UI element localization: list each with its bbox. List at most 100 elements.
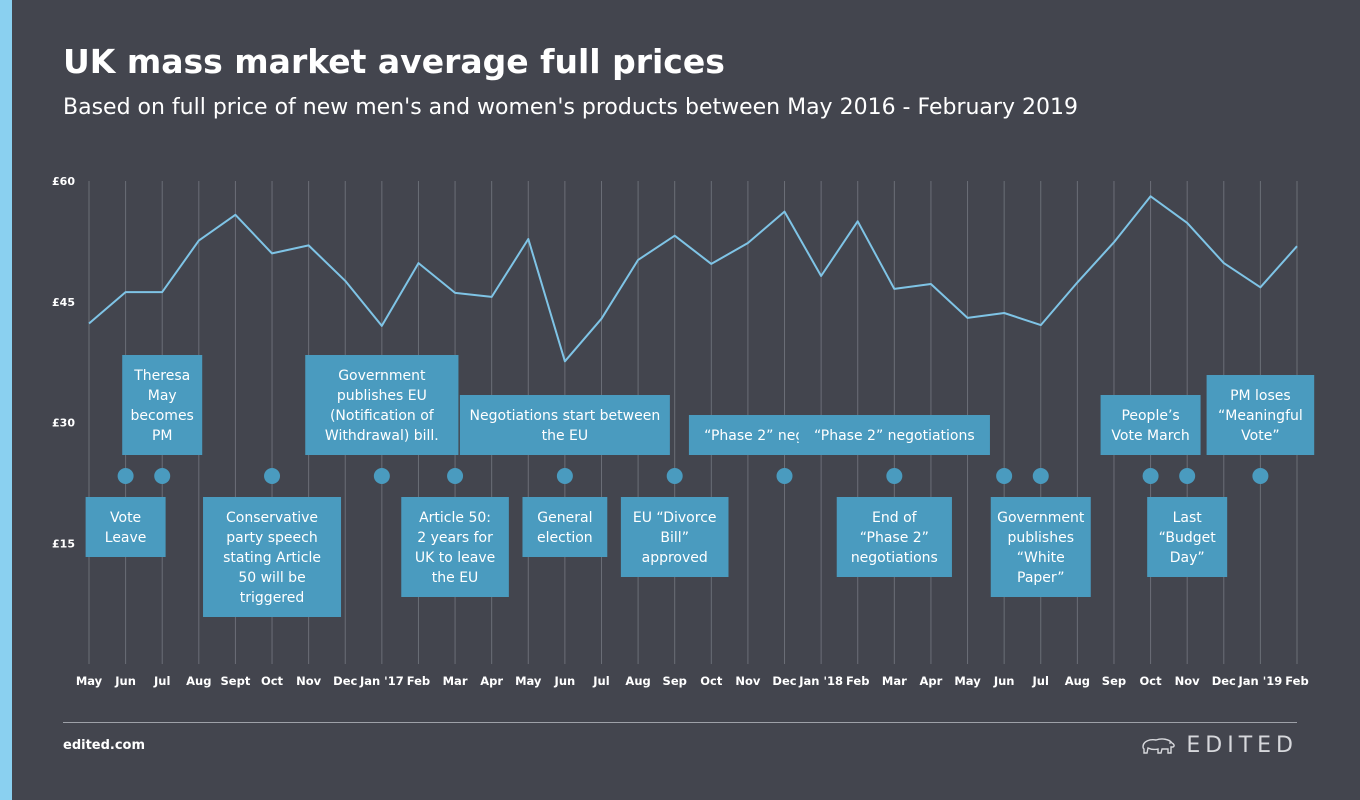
annotation-box — [1206, 375, 1315, 455]
annotation-label: Negotiations start between — [470, 408, 661, 424]
annotation-label: Leave — [105, 530, 147, 546]
polar-bear-icon — [1142, 737, 1176, 754]
event-marker[interactable] — [1142, 468, 1159, 484]
event-marker[interactable] — [666, 468, 683, 484]
annotation-label: “White — [1017, 550, 1065, 566]
x-tick-label: Sept — [221, 674, 251, 688]
x-tick-label: Nov — [296, 674, 322, 688]
event-marker[interactable] — [264, 468, 281, 484]
x-tick-label: Nov — [735, 674, 761, 688]
annotation-box — [522, 497, 608, 557]
chart-title: UK mass market average full prices — [63, 42, 725, 81]
annotation-label: People’s — [1121, 408, 1179, 424]
annotation-box — [85, 497, 166, 557]
annotation-box — [122, 355, 203, 455]
x-tick-label: Apr — [920, 674, 943, 688]
annotation-label: Theresa — [133, 368, 190, 384]
annotation-box — [305, 355, 459, 455]
annotation-label: 2 years for — [417, 530, 493, 546]
x-tick-label: Feb — [407, 674, 430, 688]
x-tick-label: Nov — [1175, 674, 1201, 688]
event-marker[interactable] — [373, 468, 390, 484]
annotation-label: publishes — [1008, 530, 1075, 546]
chart-subtitle: Based on full price of new men's and wom… — [63, 95, 1078, 120]
annotation-label: Last — [1173, 510, 1203, 526]
annotation-box — [798, 415, 990, 455]
annotation-box — [990, 497, 1091, 597]
x-tick-label: May — [76, 674, 103, 688]
annotation-box — [459, 395, 670, 455]
annotation-label: “Meaningful — [1218, 408, 1303, 424]
y-axis: £15 £30 £45 £60 — [52, 175, 75, 550]
annotation-box — [1100, 395, 1201, 455]
footer-divider — [63, 722, 1297, 723]
annotation-label: Article 50: — [419, 510, 491, 526]
annotation-box — [401, 497, 509, 597]
annotations: Vote Leave Theresa May becomes PM Conservative… — [85, 355, 1315, 617]
annotation-label: the EU — [432, 570, 479, 586]
y-tick-label: £30 — [52, 417, 75, 430]
annotation-label: triggered — [240, 590, 304, 606]
annotation-label: Withdrawal) bill. — [325, 428, 439, 444]
annotation-box — [203, 497, 342, 617]
accent-bar — [0, 0, 12, 800]
x-tick-label: Sep — [663, 674, 687, 688]
annotation-label: Vote — [110, 510, 141, 526]
x-tick-label: May — [515, 674, 542, 688]
annotation-label: “Phase 2” negotiations — [814, 428, 975, 444]
event-marker[interactable] — [1032, 468, 1049, 484]
x-tick-label: Jun — [554, 674, 576, 688]
event-marker[interactable] — [154, 468, 171, 484]
x-tick-label: Jun — [993, 674, 1015, 688]
event-marker[interactable] — [556, 468, 573, 484]
event-marker[interactable] — [1252, 468, 1269, 484]
x-tick-label: Aug — [186, 674, 211, 688]
annotation-label: EU “Divorce — [633, 510, 717, 526]
x-tick-label: Mar — [443, 674, 468, 688]
annotation-label: the EU — [542, 428, 589, 444]
event-marker[interactable] — [776, 468, 793, 484]
annotation-label: Bill” — [660, 530, 689, 546]
x-tick-label: Oct — [261, 674, 284, 688]
annotation-label: Day” — [1170, 550, 1205, 566]
series-line — [88, 195, 1298, 363]
annotation-label: party speech — [226, 530, 317, 546]
event-marker[interactable] — [117, 468, 134, 484]
x-tick-label: Oct — [700, 674, 723, 688]
x-tick-label: Dec — [772, 674, 796, 688]
x-tick-label: Dec — [1212, 674, 1236, 688]
annotation-label: “Phase 2” — [860, 530, 929, 546]
annotation-label: UK to leave — [415, 550, 495, 566]
brand-logo[interactable]: EDITED — [1140, 733, 1298, 758]
y-tick-label: £15 — [52, 537, 75, 550]
annotation-label: End of — [872, 510, 918, 526]
annotation-label: PM loses — [1230, 388, 1291, 404]
annotation-label: election — [537, 530, 593, 546]
event-marker[interactable] — [447, 468, 464, 484]
annotation-label: Paper” — [1017, 570, 1065, 586]
annotation-label: publishes EU — [337, 388, 427, 404]
x-tick-label: Jul — [592, 674, 609, 688]
x-tick-label: Feb — [1285, 674, 1308, 688]
annotation-label: negotiations — [851, 550, 938, 566]
x-tick-label: Mar — [882, 674, 907, 688]
annotation-label: Government — [997, 510, 1085, 526]
y-tick-label: £45 — [52, 296, 75, 309]
annotation-label: Vote March — [1111, 428, 1189, 444]
x-tick-label: Aug — [625, 674, 650, 688]
event-marker[interactable] — [886, 468, 903, 484]
annotation-label: stating Article — [223, 550, 321, 566]
event-marker[interactable] — [996, 468, 1013, 484]
x-tick-label: Jan '19 — [1238, 674, 1283, 688]
logo-wordmark: EDITED — [1186, 733, 1298, 758]
x-tick-label: Jan '18 — [798, 674, 843, 688]
x-tick-label: Feb — [846, 674, 869, 688]
annotation-label: Vote” — [1241, 428, 1279, 444]
x-tick-label: Jul — [1032, 674, 1049, 688]
footer-site-link[interactable]: edited.com — [63, 738, 146, 753]
x-tick-label: Jun — [114, 674, 136, 688]
event-marker[interactable] — [1179, 468, 1196, 484]
series-layer — [88, 195, 1298, 363]
annotation-label: approved — [642, 550, 708, 566]
